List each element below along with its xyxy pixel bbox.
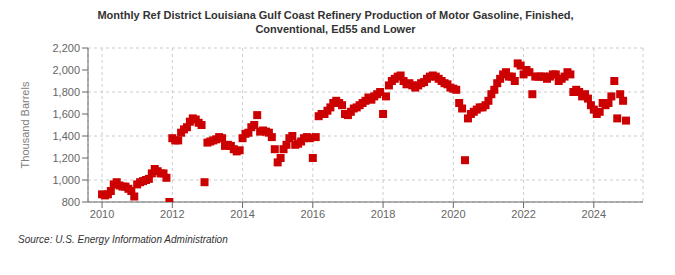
- svg-text:Thousand Barrels: Thousand Barrels: [19, 81, 31, 168]
- svg-text:2020: 2020: [441, 208, 465, 220]
- svg-text:2010: 2010: [90, 208, 114, 220]
- svg-text:800: 800: [62, 196, 80, 208]
- html-text:Conventional, Ed55 and Lower: Conventional, Ed55 and Lower: [255, 23, 416, 35]
- svg-text:1,800: 1,800: [52, 86, 80, 98]
- svg-text:1,000: 1,000: [52, 174, 80, 186]
- svg-text:2014: 2014: [230, 208, 254, 220]
- svg-text:2018: 2018: [371, 208, 395, 220]
- svg-text:2016: 2016: [301, 208, 325, 220]
- svg-text:1,400: 1,400: [52, 130, 80, 142]
- svg-text:2022: 2022: [511, 208, 535, 220]
- svg-text:1,200: 1,200: [52, 152, 80, 164]
- svg-text:2024: 2024: [582, 208, 606, 220]
- svg-text:2,200: 2,200: [52, 42, 80, 54]
- svg-text:1,600: 1,600: [52, 108, 80, 120]
- html-text:Monthly Ref District Louisiana: Monthly Ref District Louisiana Gulf Coas…: [97, 9, 574, 21]
- svg-text:2012: 2012: [160, 208, 184, 220]
- html-text:Source: U.S. Energy Informatio: Source: U.S. Energy Information Administ…: [18, 234, 228, 245]
- svg-text:2,000: 2,000: [52, 64, 80, 76]
